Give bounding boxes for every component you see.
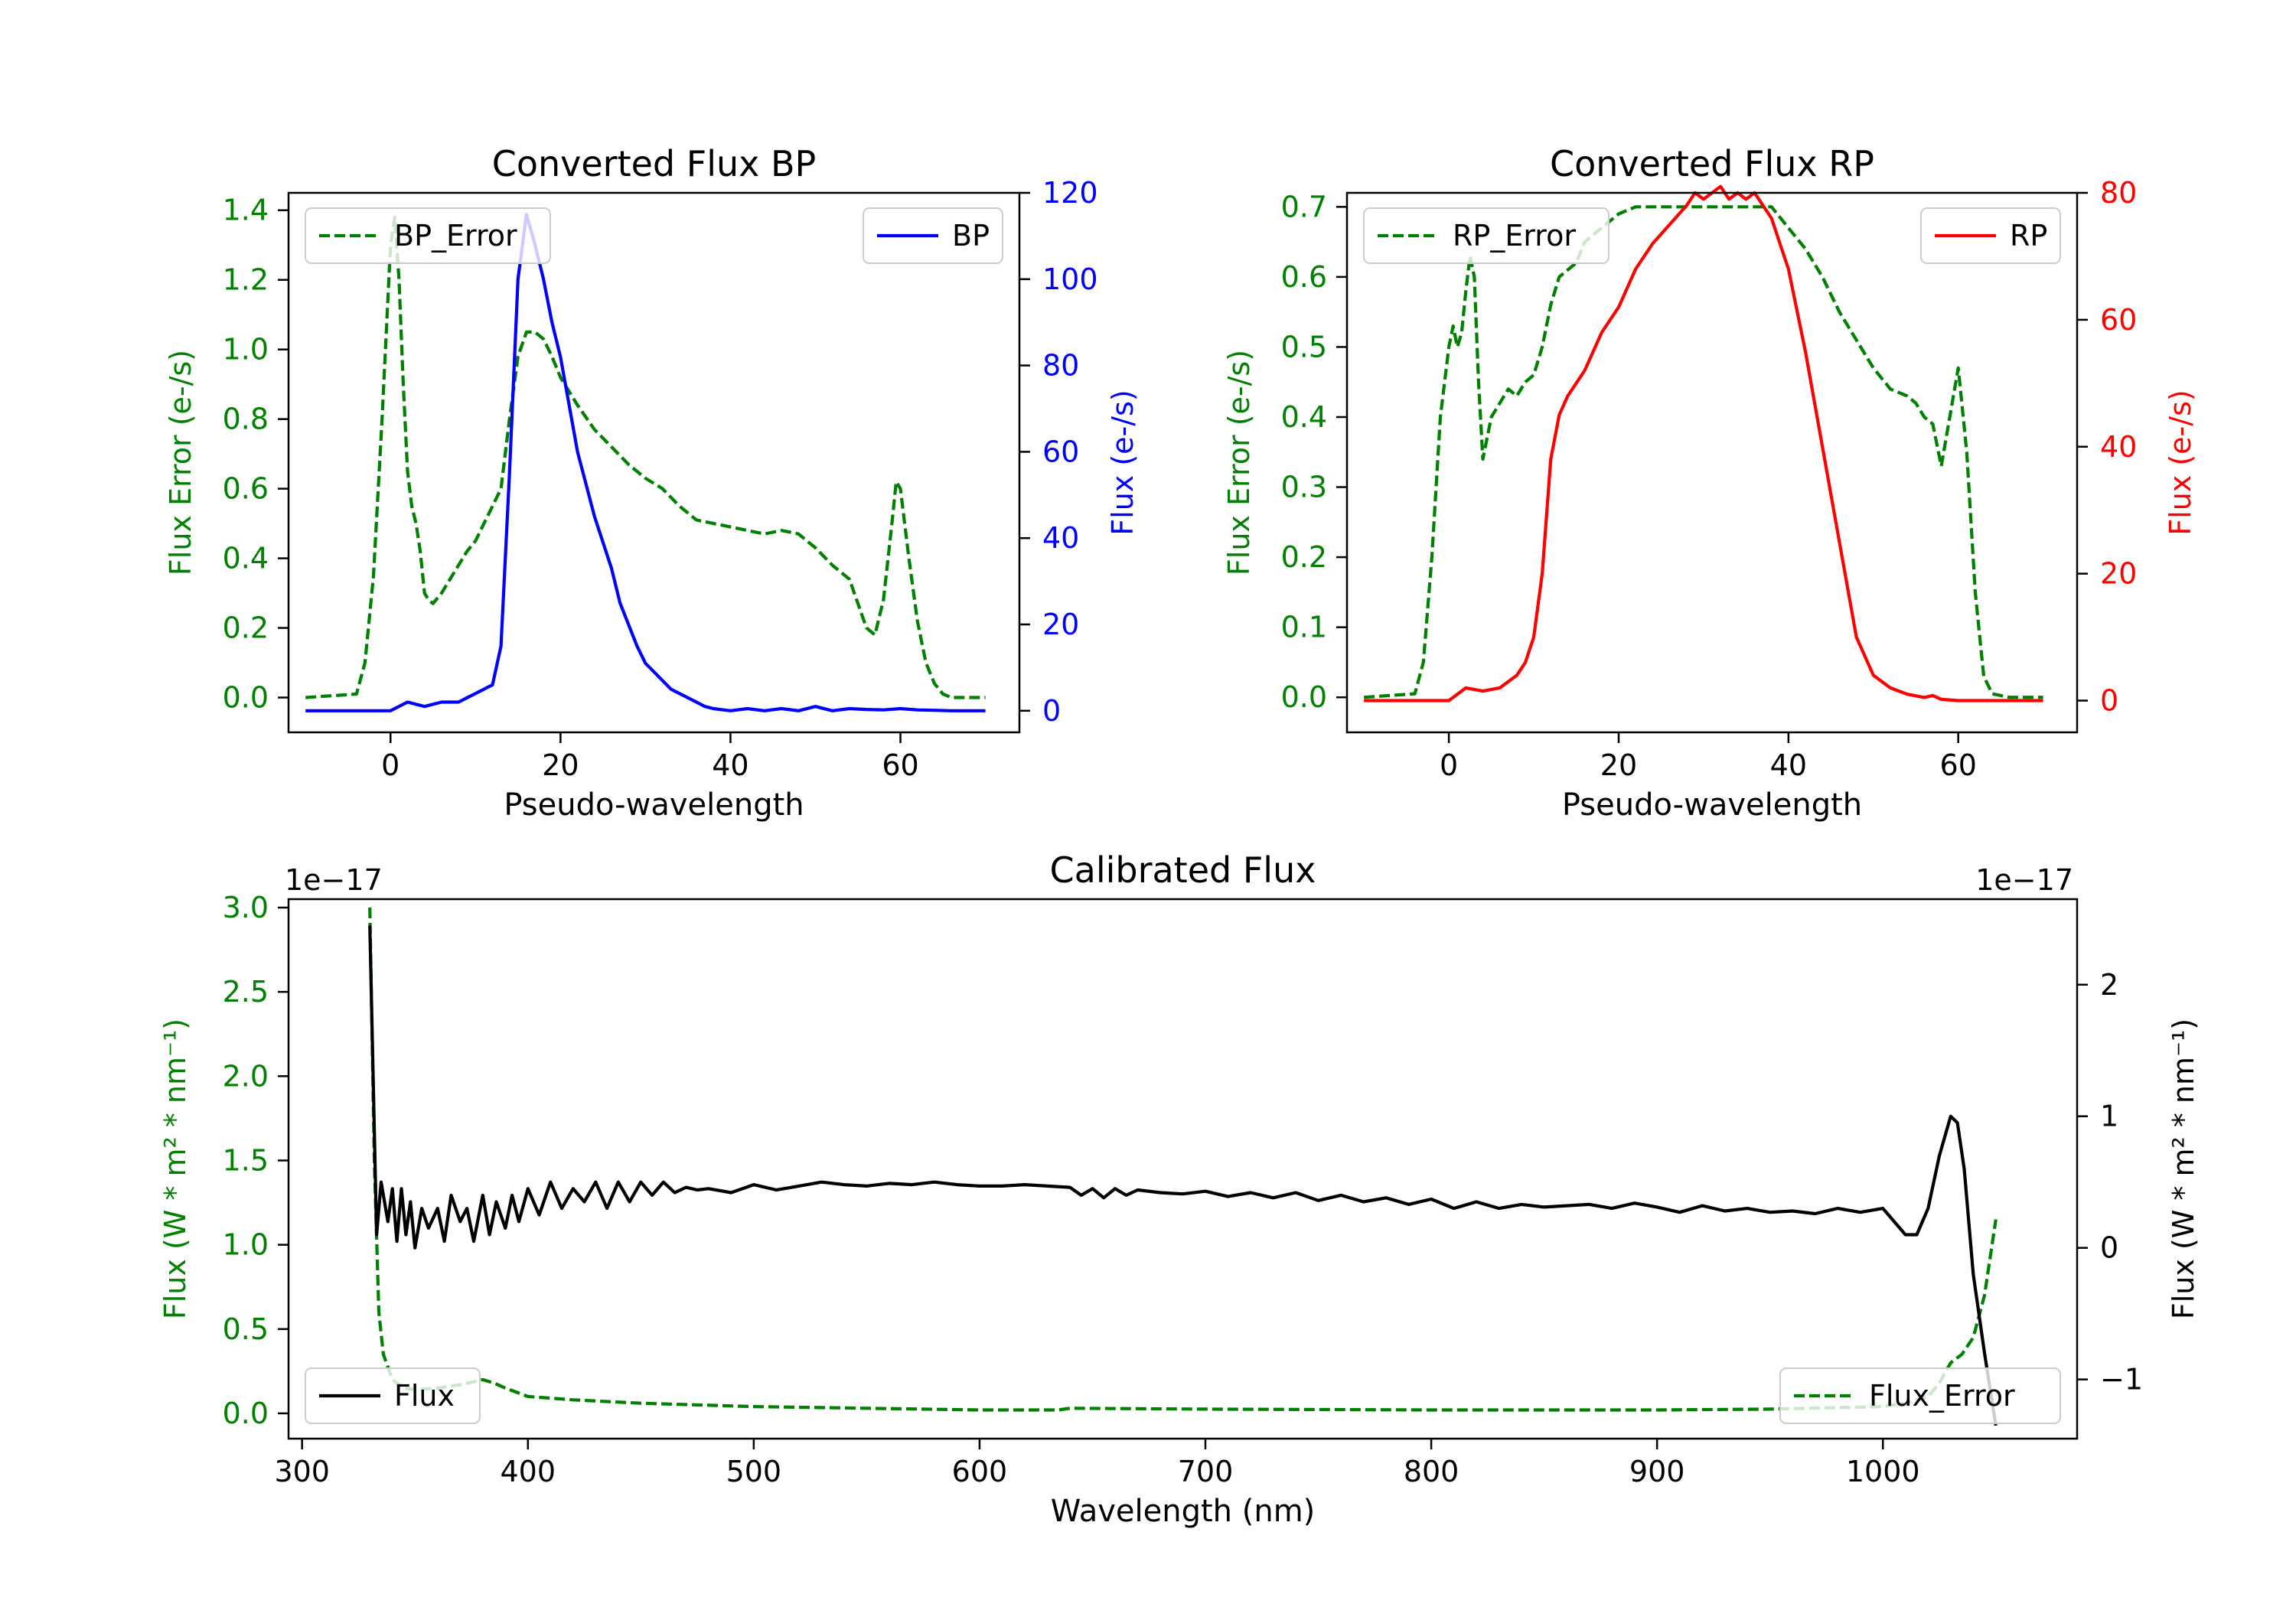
series-line-rp-error <box>1364 205 2043 699</box>
axes-frame <box>1345 191 2079 734</box>
y-right-tick-label: 0 <box>1042 694 1061 728</box>
y-right-tick-label: 1 <box>2100 1100 2118 1133</box>
x-tick-label: 300 <box>274 1455 330 1488</box>
legend-flux: Flux <box>305 1367 481 1424</box>
legend-bp: BP <box>863 207 1003 264</box>
x-axis-label: Pseudo-wavelength <box>1562 787 1862 823</box>
x-tick-label: 60 <box>882 748 918 782</box>
y-right-axis-label: Flux (e-/s) <box>1106 390 1140 535</box>
y-left-tick-label: 1.0 <box>223 333 269 367</box>
y-left-tick-label: 0.0 <box>223 1397 269 1430</box>
y-right-tick-label: 20 <box>1042 608 1079 641</box>
x-tick-label: 600 <box>952 1455 1008 1488</box>
legend-label: BP_Error <box>394 219 517 253</box>
y-right-tick-label: 80 <box>1042 349 1079 383</box>
y-left-tick-label: 0.5 <box>223 1312 269 1346</box>
series-line-bp <box>305 213 986 712</box>
y-left-tick-label: 0.7 <box>1281 190 1327 223</box>
y-left-tick-label: 0.2 <box>1281 540 1327 574</box>
x-tick-label: 800 <box>1404 1455 1459 1488</box>
y-right-tick-label: 0 <box>2100 684 2118 718</box>
y-left-tick-label: 2.5 <box>223 975 269 1009</box>
y-right-tick-label: 40 <box>1042 521 1079 555</box>
y-right-tick-label: 60 <box>1042 435 1079 468</box>
y-left-tick-label: 0.6 <box>1281 260 1327 294</box>
series-line-flux <box>368 925 1998 1426</box>
legend-flux-error: Flux_Error <box>1779 1367 2061 1424</box>
y-left-axis-label: Flux (W * m² * nm⁻¹) <box>158 1019 192 1319</box>
legend-label: RP_Error <box>1453 219 1576 253</box>
y-left-tick-label: 0.1 <box>1281 611 1327 644</box>
x-axis-label: Pseudo-wavelength <box>504 787 804 823</box>
y-left-tick-label: 0.8 <box>223 403 269 436</box>
x-tick-label: 400 <box>501 1455 556 1488</box>
legend-rp-error: RP_Error <box>1363 207 1609 264</box>
x-tick-label: 700 <box>1178 1455 1234 1488</box>
chart-title: Converted Flux BP <box>492 143 817 184</box>
legend-bp-error: BP_Error <box>305 207 551 264</box>
y-right-tick-label: 100 <box>1042 262 1098 296</box>
x-tick-label: 20 <box>1600 748 1637 782</box>
legend-rp: RP <box>1920 207 2061 264</box>
x-tick-label: 60 <box>1940 748 1977 782</box>
y-left-tick-label: 0.6 <box>223 472 269 506</box>
y-right-axis-label: Flux (W * m² * nm⁻¹) <box>2167 1019 2200 1319</box>
x-tick-label: 0 <box>1440 748 1458 782</box>
chart-title: Converted Flux RP <box>1550 143 1874 184</box>
y-left-axis-label: Flux Error (e-/s) <box>164 350 197 575</box>
y-left-tick-label: 0.0 <box>223 681 269 715</box>
y-right-tick-label: 120 <box>1042 176 1098 210</box>
x-tick-label: 1000 <box>1846 1455 1920 1488</box>
y-left-tick-label: 3.0 <box>223 891 269 924</box>
legend-box <box>1779 1367 2061 1424</box>
chart-converted-flux-rp: 0 20 40 60 0.0 0.1 0.2 0.3 0.4 0.5 0.6 0.7 0 20 40 60 80… <box>1222 143 2197 823</box>
y-right-offset-text: 1e−17 <box>1975 863 2073 897</box>
y-left-tick-label: 0.3 <box>1281 471 1327 504</box>
x-tick-label: 20 <box>542 748 579 782</box>
y-left-tick-label: 1.4 <box>223 194 269 227</box>
y-left-tick-label: 0.5 <box>1281 330 1327 363</box>
legend-label: RP <box>2010 219 2047 253</box>
y-right-tick-label: 2 <box>2100 968 2118 1002</box>
y-left-tick-label: 1.0 <box>223 1228 269 1262</box>
x-tick-label: 0 <box>381 748 400 782</box>
legend-box <box>305 207 551 264</box>
y-left-tick-label: 0.4 <box>1281 400 1327 434</box>
x-axis-label: Wavelength (nm) <box>1051 1494 1316 1529</box>
y-left-axis-label: Flux Error (e-/s) <box>1222 350 1256 575</box>
y-right-tick-label: 0 <box>2100 1231 2118 1265</box>
x-tick-label: 40 <box>1770 748 1807 782</box>
legend-box <box>1363 207 1609 264</box>
y-right-tick-label: 60 <box>2100 303 2137 337</box>
series-line-bp-error <box>305 215 986 699</box>
axes-frame <box>287 898 2079 1440</box>
y-right-tick-label: −1 <box>2100 1363 2143 1397</box>
y-left-tick-label: 0.0 <box>1281 680 1327 714</box>
legend-box <box>305 1367 481 1424</box>
y-right-tick-label: 40 <box>2100 430 2137 464</box>
y-right-axis-label: Flux (e-/s) <box>2164 390 2197 535</box>
chart-converted-flux-bp: 0 20 40 60 0.0 0.2 0.4 0.6 0.8 1.0 1.2 1.4 0 20 40 60 80… <box>164 143 1140 823</box>
chart-title: Calibrated Flux <box>1050 849 1316 891</box>
chart-calibrated-flux: 300 400 500 600 700 800 900 1000 0.0 0.5 1.0 1.5 2.0… <box>158 849 2200 1529</box>
y-right-tick-label: 80 <box>2100 176 2137 210</box>
y-left-tick-label: 0.4 <box>223 542 269 575</box>
x-tick-label: 900 <box>1629 1455 1685 1488</box>
legend-label: BP <box>952 219 990 253</box>
x-tick-label: 500 <box>726 1455 782 1488</box>
axes-frame <box>287 191 1021 734</box>
legend-label: Flux_Error <box>1869 1379 2015 1413</box>
y-left-tick-label: 1.2 <box>223 263 269 297</box>
x-tick-label: 40 <box>712 748 748 782</box>
y-left-tick-label: 0.2 <box>223 611 269 645</box>
y-right-tick-label: 20 <box>2100 557 2137 591</box>
y-left-offset-text: 1e−17 <box>285 863 383 897</box>
y-left-tick-label: 2.0 <box>223 1059 269 1093</box>
y-left-tick-label: 1.5 <box>223 1143 269 1177</box>
legend-label: Flux <box>394 1379 455 1413</box>
